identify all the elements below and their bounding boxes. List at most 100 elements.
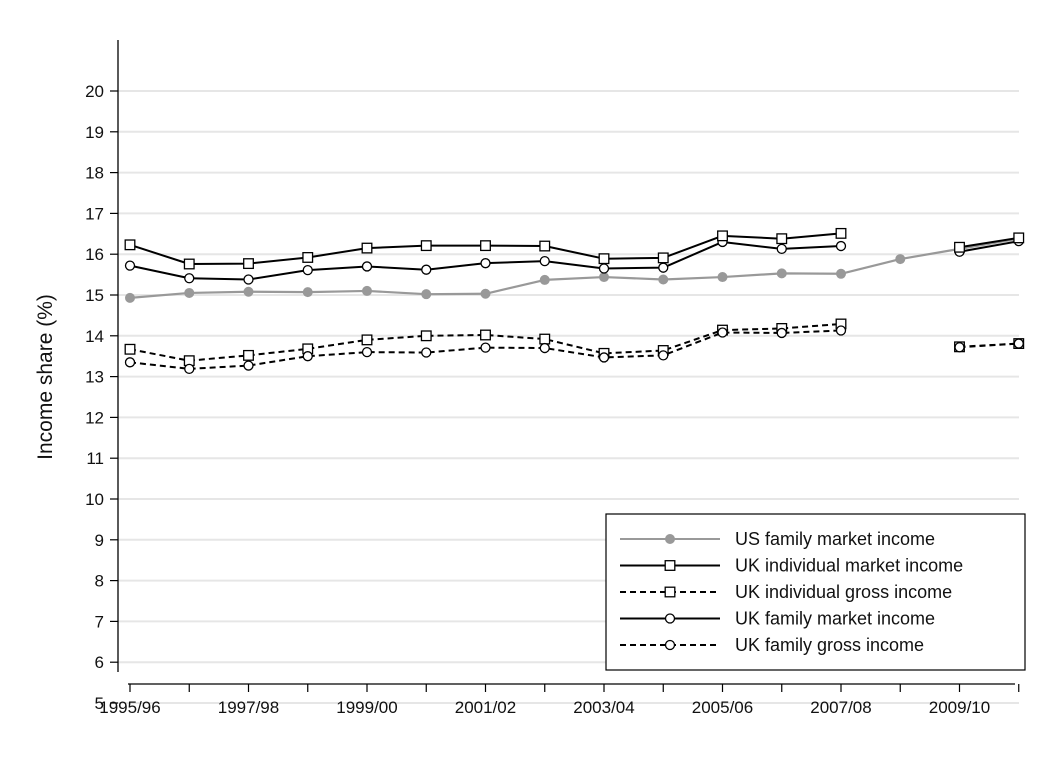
data-point	[361, 346, 373, 358]
data-point	[539, 240, 551, 252]
data-point	[361, 261, 373, 272]
data-point	[776, 233, 788, 245]
data-point	[362, 285, 372, 296]
data-point	[243, 286, 254, 297]
data-point	[421, 347, 432, 358]
legend-marker	[664, 639, 676, 651]
data-point	[598, 253, 610, 265]
legend-label: UK individual market income	[735, 556, 963, 576]
data-point	[717, 327, 728, 338]
series-line	[959, 236, 1019, 249]
data-point	[124, 357, 136, 368]
series-0	[125, 233, 1024, 303]
series-line	[129, 322, 842, 362]
data-point	[895, 254, 906, 265]
series-lines	[124, 227, 1025, 374]
data-point	[658, 274, 669, 285]
series-line	[959, 240, 1019, 253]
data-point	[717, 230, 728, 242]
data-point	[124, 239, 136, 251]
data-point	[954, 342, 965, 353]
data-point	[480, 288, 491, 299]
data-point	[776, 243, 787, 255]
data-point	[302, 287, 313, 298]
series-line	[129, 237, 1019, 299]
data-point	[125, 292, 135, 303]
series-4	[124, 325, 1024, 374]
y-tick-label: 16	[85, 245, 104, 264]
series-3	[124, 235, 1024, 285]
legend-label: UK individual gross income	[735, 582, 952, 602]
data-point	[539, 333, 551, 345]
data-point	[302, 264, 313, 276]
data-point	[598, 263, 610, 274]
data-point	[657, 252, 669, 264]
x-tick-label: 1995/96	[99, 698, 160, 717]
data-point	[776, 268, 787, 279]
data-point	[658, 262, 669, 273]
series-2	[124, 318, 1025, 367]
data-point	[243, 258, 254, 270]
data-point	[124, 343, 136, 355]
y-tick-label: 12	[85, 408, 104, 427]
y-tick-label: 8	[95, 572, 104, 591]
y-tick-label: 5	[95, 694, 104, 713]
data-point	[420, 330, 432, 342]
legend-marker	[665, 534, 675, 544]
y-tick-label: 14	[85, 327, 104, 346]
y-axis-title: Income share (%)	[34, 294, 57, 460]
data-point	[184, 287, 195, 298]
data-point	[243, 360, 254, 371]
data-point	[243, 349, 254, 361]
data-point	[243, 274, 254, 285]
x-tick-label: 2009/10	[929, 698, 990, 717]
y-tick-label: 20	[85, 82, 104, 101]
data-point	[361, 242, 373, 254]
x-tick-label: 1997/98	[218, 698, 279, 717]
data-point	[1013, 338, 1024, 349]
data-point	[480, 342, 491, 353]
legend-label: UK family market income	[735, 609, 935, 629]
data-point	[480, 258, 491, 269]
data-point	[480, 240, 491, 252]
data-point	[361, 334, 373, 346]
data-point	[954, 241, 965, 253]
y-tick-label: 11	[86, 449, 104, 468]
y-tick-label: 13	[85, 368, 104, 387]
data-point	[421, 264, 432, 275]
data-point	[598, 352, 610, 363]
y-tick-label: 19	[85, 123, 104, 142]
y-tick-label: 18	[85, 164, 104, 183]
data-point	[420, 240, 432, 252]
data-point	[835, 227, 847, 239]
data-point	[421, 289, 432, 300]
data-point	[776, 327, 787, 339]
y-tick-label: 15	[85, 286, 104, 305]
data-point	[836, 268, 846, 279]
series-1	[124, 227, 1025, 270]
data-point	[1013, 232, 1025, 244]
y-tick-labels: 5 6 7 8 9 10 11 12 13 14 15 16 17 18 19 20	[85, 82, 104, 713]
legend-label: US family market income	[735, 529, 935, 549]
data-point	[835, 240, 847, 252]
legend-marker	[664, 613, 676, 624]
series-line	[959, 342, 1019, 349]
x-tick-label: 2003/04	[573, 698, 634, 717]
data-point	[539, 342, 550, 354]
x-tick-labels: 1995/96 1997/98 1999/00 2001/02 2003/04 2005/…	[99, 698, 990, 717]
data-point	[302, 252, 314, 263]
data-point	[835, 325, 847, 336]
data-point	[480, 329, 491, 341]
data-point	[717, 272, 728, 283]
data-point	[183, 258, 195, 270]
gridlines	[118, 90, 1019, 704]
y-tick-label: 9	[95, 531, 104, 550]
x-tick-label: 2005/06	[692, 698, 753, 717]
legend-marker	[664, 560, 676, 571]
legend-label: UK family gross income	[735, 635, 924, 655]
data-point	[658, 350, 669, 361]
y-tick-label: 6	[95, 653, 104, 672]
x-tick-label: 1999/00	[336, 698, 397, 717]
